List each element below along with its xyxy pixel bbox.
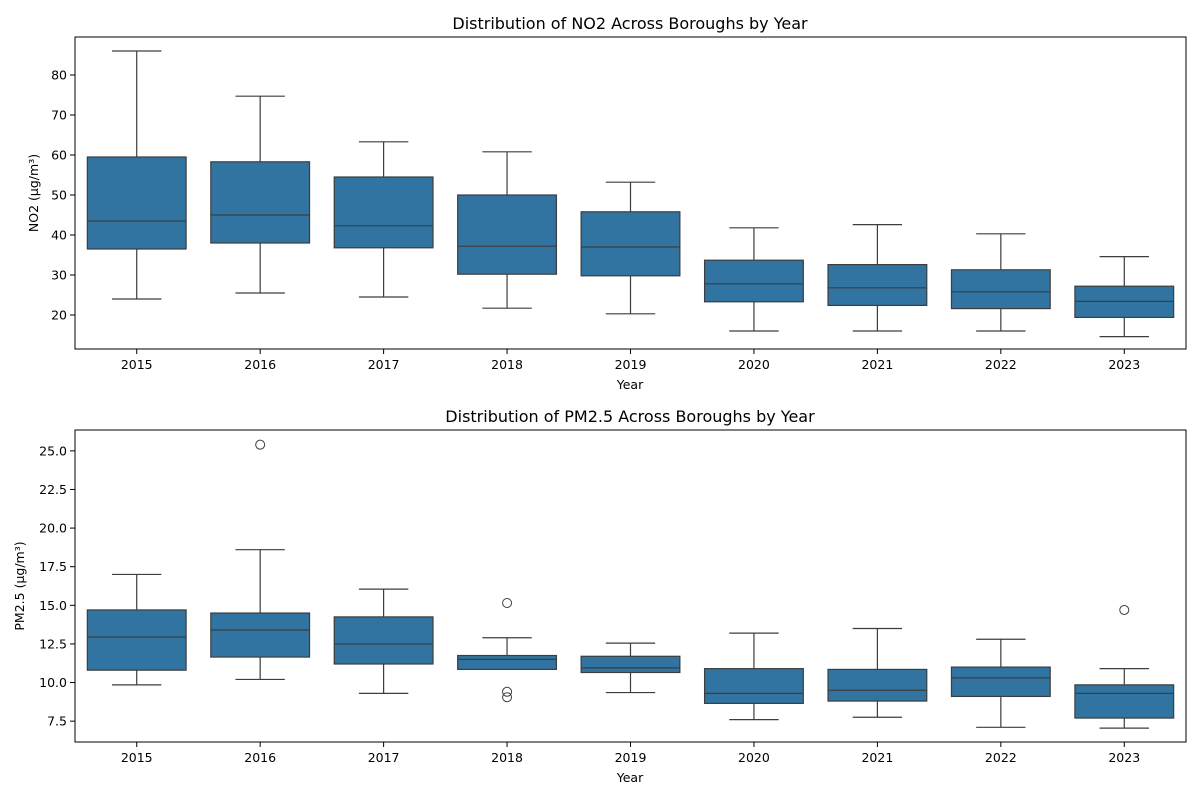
iqr-box bbox=[333, 176, 434, 249]
no2-x-axis-label: Year bbox=[616, 377, 644, 392]
box-2020 bbox=[703, 632, 804, 721]
outlier-point bbox=[502, 692, 513, 703]
box-2017 bbox=[333, 141, 434, 298]
y-tick-label: 80 bbox=[51, 68, 67, 83]
pm25-plot-marks bbox=[86, 439, 1175, 729]
x-tick-label: 2018 bbox=[491, 357, 523, 372]
box-2023 bbox=[1074, 604, 1175, 729]
box-2019 bbox=[580, 181, 681, 315]
y-tick-label: 60 bbox=[51, 148, 67, 163]
x-tick-label: 2023 bbox=[1108, 357, 1140, 372]
box-2015 bbox=[86, 573, 187, 686]
pm25-chart-title: Distribution of PM2.5 Across Boroughs by… bbox=[445, 407, 815, 426]
pm25-subplot: Distribution of PM2.5 Across Boroughs by… bbox=[12, 407, 1187, 785]
y-tick-label: 20 bbox=[51, 308, 67, 323]
x-tick-label: 2021 bbox=[861, 357, 893, 372]
no2-axis-ticks: 2015 2016 2017 2018 2019 2020 2021 2022 2023 20 30… bbox=[51, 68, 1140, 373]
iqr-box bbox=[580, 211, 681, 277]
x-tick-label: 2016 bbox=[244, 357, 276, 372]
x-tick-label: 2017 bbox=[368, 357, 400, 372]
no2-y-axis-label: NO2 (µg/m³) bbox=[26, 154, 41, 232]
no2-subplot: Distribution of NO2 Across Boroughs by Y… bbox=[26, 14, 1187, 392]
x-tick-label: 2016 bbox=[244, 750, 276, 765]
iqr-box bbox=[457, 654, 558, 671]
iqr-box bbox=[86, 156, 187, 250]
box-2022 bbox=[950, 638, 1051, 728]
iqr-box bbox=[210, 161, 311, 244]
x-tick-label: 2022 bbox=[985, 357, 1017, 372]
box-2018 bbox=[457, 597, 558, 703]
x-tick-label: 2019 bbox=[615, 750, 647, 765]
iqr-box bbox=[457, 194, 558, 275]
y-tick-label: 17.5 bbox=[39, 559, 67, 574]
box-2017 bbox=[333, 588, 434, 694]
iqr-box bbox=[703, 259, 804, 303]
box-2016 bbox=[210, 439, 311, 681]
y-tick-label: 70 bbox=[51, 108, 67, 123]
iqr-box bbox=[827, 264, 928, 307]
outlier-point bbox=[502, 597, 513, 608]
y-tick-label: 50 bbox=[51, 188, 67, 203]
iqr-box bbox=[703, 668, 804, 704]
outlier-point bbox=[1119, 604, 1130, 615]
outlier-point bbox=[502, 686, 513, 697]
y-tick-label: 40 bbox=[51, 228, 67, 243]
box-2020 bbox=[703, 227, 804, 332]
box-2016 bbox=[210, 95, 311, 294]
x-tick-label: 2015 bbox=[121, 750, 153, 765]
iqr-box bbox=[827, 668, 928, 702]
box-2021 bbox=[827, 627, 928, 718]
x-tick-label: 2020 bbox=[738, 357, 770, 372]
y-tick-label: 10.0 bbox=[39, 675, 67, 690]
pm25-x-axis-label: Year bbox=[616, 770, 644, 785]
no2-plot-marks bbox=[86, 50, 1175, 338]
iqr-box bbox=[950, 666, 1051, 698]
box-2018 bbox=[457, 151, 558, 309]
x-tick-label: 2015 bbox=[121, 357, 153, 372]
iqr-box bbox=[580, 655, 681, 674]
iqr-box bbox=[210, 612, 311, 658]
iqr-box bbox=[1074, 684, 1175, 719]
box-2021 bbox=[827, 224, 928, 332]
y-tick-label: 22.5 bbox=[39, 482, 67, 497]
box-2015 bbox=[86, 50, 187, 300]
iqr-box bbox=[950, 269, 1051, 310]
y-tick-label: 12.5 bbox=[39, 636, 67, 651]
iqr-box bbox=[86, 609, 187, 671]
x-tick-label: 2023 bbox=[1108, 750, 1140, 765]
y-tick-label: 25.0 bbox=[39, 443, 67, 458]
box-2019 bbox=[580, 642, 681, 694]
pm25-y-axis-label: PM2.5 (µg/m³) bbox=[12, 541, 27, 630]
no2-chart-title: Distribution of NO2 Across Boroughs by Y… bbox=[452, 14, 808, 33]
y-tick-label: 7.5 bbox=[47, 714, 67, 729]
iqr-box bbox=[333, 616, 434, 665]
y-tick-label: 15.0 bbox=[39, 598, 67, 613]
x-tick-label: 2017 bbox=[368, 750, 400, 765]
box-2022 bbox=[950, 233, 1051, 332]
x-tick-label: 2022 bbox=[985, 750, 1017, 765]
x-tick-label: 2021 bbox=[861, 750, 893, 765]
box-2023 bbox=[1074, 256, 1175, 338]
x-tick-label: 2019 bbox=[615, 357, 647, 372]
y-tick-label: 20.0 bbox=[39, 521, 67, 536]
x-tick-label: 2018 bbox=[491, 750, 523, 765]
pm25-axis-ticks: 2015 2016 2017 2018 2019 2020 2021 2022 2023 7.5 1… bbox=[39, 443, 1140, 765]
y-tick-label: 30 bbox=[51, 268, 67, 283]
outlier-point bbox=[255, 439, 266, 450]
x-tick-label: 2020 bbox=[738, 750, 770, 765]
